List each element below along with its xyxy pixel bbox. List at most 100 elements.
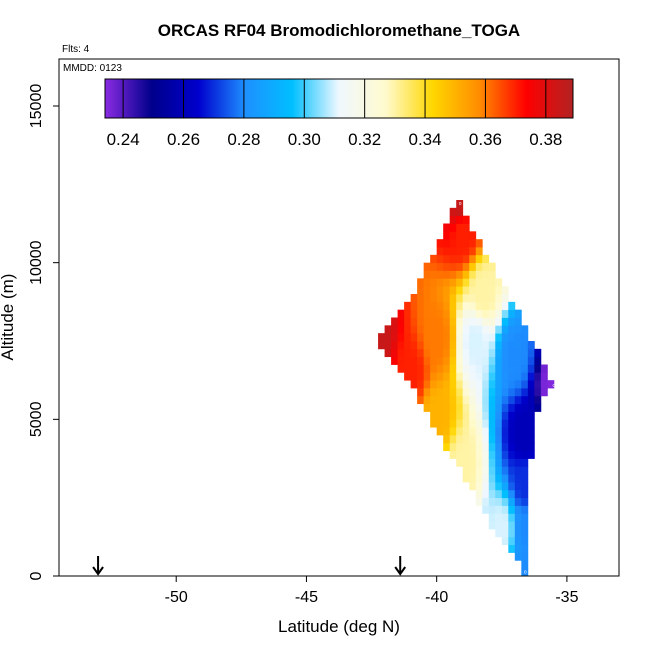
colorbar-tick-label: 0.30 bbox=[288, 130, 321, 149]
heatmap-cell bbox=[430, 395, 438, 405]
heatmap-cell bbox=[495, 348, 503, 358]
colorbar: 0.24 0.26 0.28 0.30 0.32 0.34 0.36 0.38 bbox=[104, 78, 574, 149]
heatmap-cell bbox=[508, 325, 516, 334]
heatmap-cell bbox=[495, 301, 503, 311]
heatmap-cell bbox=[417, 317, 425, 326]
heatmap-cell bbox=[462, 223, 470, 232]
heatmap-cell bbox=[417, 356, 425, 365]
heatmap-cell bbox=[495, 419, 503, 428]
heatmap-cell bbox=[436, 388, 444, 397]
heatmap-cell bbox=[521, 419, 529, 428]
heatmap-cell bbox=[521, 536, 529, 546]
heatmap-cell bbox=[410, 309, 418, 318]
heatmap-cell bbox=[527, 403, 535, 412]
heatmap-cell bbox=[514, 505, 522, 514]
heatmap-cell bbox=[469, 262, 477, 271]
heatmap-cell bbox=[521, 325, 529, 334]
heatmap-cell bbox=[449, 247, 457, 256]
heatmap-cell bbox=[521, 388, 529, 397]
heatmap-cell bbox=[527, 388, 535, 397]
heatmap-cell bbox=[495, 482, 503, 491]
heatmap-cell bbox=[417, 372, 425, 381]
heatmap-cell bbox=[436, 247, 444, 256]
heatmap-cell bbox=[488, 474, 496, 483]
heatmap-cell bbox=[475, 497, 483, 506]
heatmap-cell bbox=[423, 270, 431, 279]
heatmap-cell bbox=[488, 489, 496, 499]
heatmap-cell bbox=[430, 254, 438, 264]
heatmap-cell bbox=[443, 309, 451, 318]
heatmap-cell bbox=[482, 270, 490, 279]
point-label: o bbox=[552, 383, 555, 389]
heatmap-cell bbox=[391, 356, 399, 365]
heatmap-cell bbox=[527, 364, 535, 373]
heatmap-cell bbox=[514, 450, 522, 459]
heatmap-cell bbox=[423, 388, 431, 397]
heatmap-cell bbox=[443, 301, 451, 311]
heatmap-cell bbox=[501, 294, 509, 303]
heatmap-cell bbox=[495, 309, 503, 318]
heatmap-cell bbox=[475, 254, 483, 264]
heatmap-cell bbox=[508, 348, 516, 358]
heatmap-cell bbox=[436, 254, 444, 264]
heatmap-cell bbox=[449, 333, 457, 342]
heatmap-cell bbox=[449, 341, 457, 350]
heatmap-cell bbox=[495, 364, 503, 373]
heatmap-cell bbox=[469, 278, 477, 287]
heatmap-cell bbox=[462, 419, 470, 428]
heatmap-cell bbox=[514, 372, 522, 381]
heatmap-cell bbox=[501, 388, 509, 397]
heatmap-cell bbox=[469, 380, 477, 389]
heatmap-cell bbox=[417, 301, 425, 311]
heatmap-cell bbox=[508, 356, 516, 365]
arrow-head bbox=[394, 566, 407, 576]
heatmap-cell bbox=[462, 411, 470, 420]
heatmap-cell bbox=[404, 317, 412, 326]
heatmap-cell bbox=[521, 544, 529, 553]
heatmap-cell bbox=[456, 294, 464, 303]
heatmap-cell bbox=[521, 560, 529, 569]
heatmap-cell bbox=[469, 254, 477, 264]
heatmap-cell bbox=[423, 341, 431, 350]
heatmap-cell bbox=[482, 458, 490, 467]
heatmap-cell bbox=[508, 521, 516, 530]
heatmap-cell bbox=[430, 403, 438, 412]
heatmap-cell bbox=[482, 442, 490, 452]
heatmap-cell bbox=[482, 278, 490, 287]
heatmap-cell bbox=[527, 450, 535, 459]
heatmap-cell bbox=[527, 435, 535, 444]
heatmap-cell bbox=[456, 388, 464, 397]
heatmap-cell bbox=[501, 513, 509, 522]
y-tick-label: 10000 bbox=[28, 240, 45, 285]
heatmap-cell bbox=[495, 497, 503, 506]
heatmap-cell bbox=[430, 411, 438, 420]
heatmap-cell bbox=[514, 536, 522, 546]
heatmap-cell bbox=[462, 403, 470, 412]
heatmap-cell bbox=[514, 529, 522, 538]
heatmap-cell bbox=[436, 270, 444, 279]
heatmap-cell bbox=[495, 529, 503, 538]
heatmap-cell bbox=[482, 388, 490, 397]
heatmap-cell bbox=[456, 215, 464, 224]
heatmap-cell bbox=[475, 403, 483, 412]
heatmap-cell bbox=[521, 474, 529, 483]
heatmap-cell bbox=[469, 247, 477, 256]
heatmap-cell bbox=[501, 286, 509, 295]
heatmap-cell bbox=[508, 505, 516, 514]
heatmap-cell bbox=[475, 341, 483, 350]
colorbar-tick-label: 0.32 bbox=[348, 130, 381, 149]
heatmap-cell bbox=[397, 341, 405, 350]
heatmap-cell bbox=[475, 262, 483, 271]
heatmap-cell bbox=[534, 356, 542, 365]
heatmap-cell bbox=[514, 442, 522, 452]
heatmap-cell bbox=[456, 317, 464, 326]
heatmap-cell bbox=[449, 380, 457, 389]
heatmap-cell bbox=[521, 450, 529, 459]
heatmap-cell bbox=[475, 309, 483, 318]
heatmap-cell bbox=[482, 262, 490, 271]
heatmap-cell bbox=[508, 333, 516, 342]
heatmap-cell bbox=[508, 341, 516, 350]
heatmap-cell bbox=[521, 552, 529, 561]
heatmap-cell bbox=[443, 262, 451, 271]
heatmap-cell bbox=[404, 356, 412, 365]
